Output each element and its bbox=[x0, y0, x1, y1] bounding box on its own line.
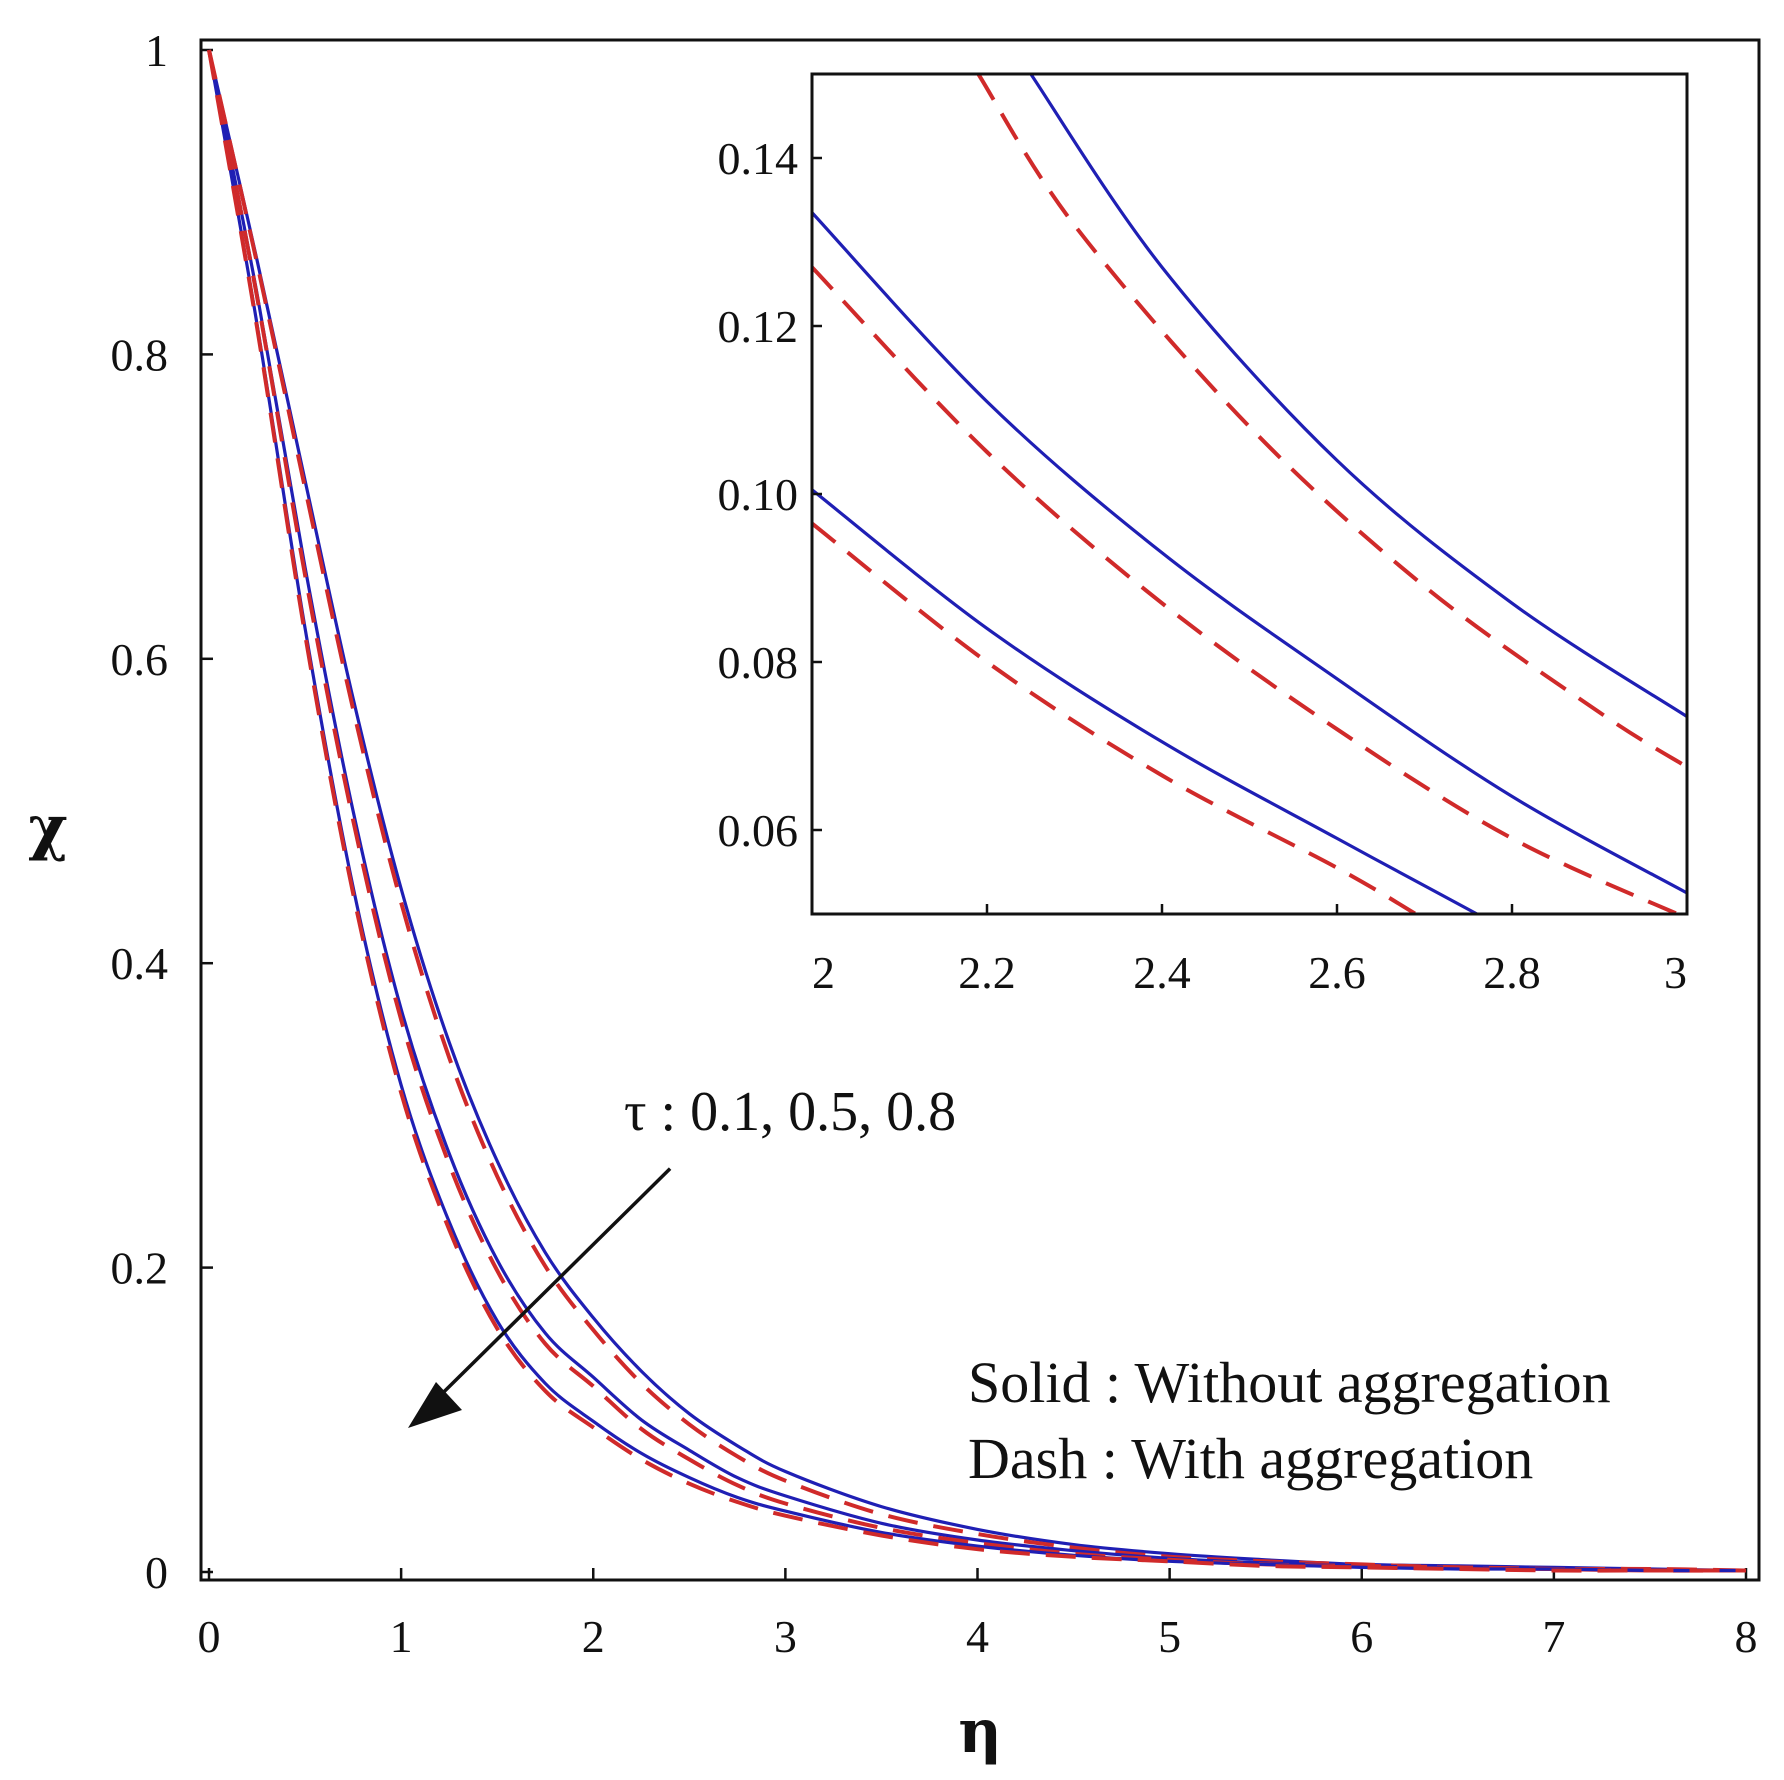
main-x-tick-label: 6 bbox=[1350, 1611, 1373, 1662]
main-x-tick-label: 2 bbox=[582, 1611, 605, 1662]
main-x-tick-label: 4 bbox=[966, 1611, 989, 1662]
tau-increase-arrow bbox=[429, 1167, 672, 1407]
main-x-tick-label: 0 bbox=[198, 1611, 221, 1662]
inset-x-tick-label: 2.6 bbox=[1308, 947, 1366, 998]
inset-x-tick-label: 2.2 bbox=[958, 947, 1016, 998]
legend-dash: Dash : With aggregation bbox=[968, 1426, 1533, 1491]
inset-x-tick-label: 2 bbox=[812, 947, 835, 998]
x-axis-label: η bbox=[958, 1697, 1002, 1767]
main-y-tick-label: 0.2 bbox=[111, 1243, 169, 1294]
main-plot-frame bbox=[199, 38, 1761, 1582]
main-x-tick-label: 8 bbox=[1735, 1611, 1758, 1662]
inset-x-tick-label: 3 bbox=[1664, 947, 1687, 998]
main-y-tick-label: 0 bbox=[145, 1547, 168, 1598]
inset-series-2-dash bbox=[976, 74, 1687, 769]
inset-series-4-dash bbox=[812, 265, 1683, 914]
inset-y-tick-label: 0.06 bbox=[718, 805, 799, 856]
inset-x-tick-label: 2.8 bbox=[1483, 947, 1541, 998]
main-x-tick-label: 5 bbox=[1158, 1611, 1181, 1662]
inset-y-tick-label: 0.12 bbox=[718, 301, 799, 352]
main-y-tick-label: 0.4 bbox=[111, 938, 169, 989]
main-series-6-dash bbox=[207, 49, 1746, 1573]
tau-arrow-head bbox=[408, 1382, 462, 1428]
main-x-tick-label: 1 bbox=[390, 1611, 413, 1662]
inset-y-tick-label: 0.14 bbox=[718, 133, 799, 184]
inset-x-tick-label: 2.4 bbox=[1133, 947, 1191, 998]
y-axis-label: χ bbox=[28, 793, 67, 863]
main-y-tick-label: 0.6 bbox=[111, 634, 169, 685]
tau-annotation: τ : 0.1, 0.5, 0.8 bbox=[624, 1081, 956, 1143]
legend-solid: Solid : Without aggregation bbox=[968, 1350, 1611, 1415]
inset-series-5-solid bbox=[812, 488, 1478, 914]
inset-series-1-solid bbox=[1029, 74, 1687, 718]
inset-series-3-solid bbox=[812, 211, 1687, 895]
main-x-tick-label: 3 bbox=[774, 1611, 797, 1662]
main-y-tick-label: 1 bbox=[145, 25, 168, 76]
main-x-tick-label: 7 bbox=[1542, 1611, 1565, 1662]
main-y-tick-label: 0.8 bbox=[111, 329, 169, 380]
inset-background bbox=[812, 74, 1687, 914]
inset-y-tick-label: 0.10 bbox=[718, 469, 799, 520]
inset-y-tick-label: 0.08 bbox=[718, 637, 799, 688]
